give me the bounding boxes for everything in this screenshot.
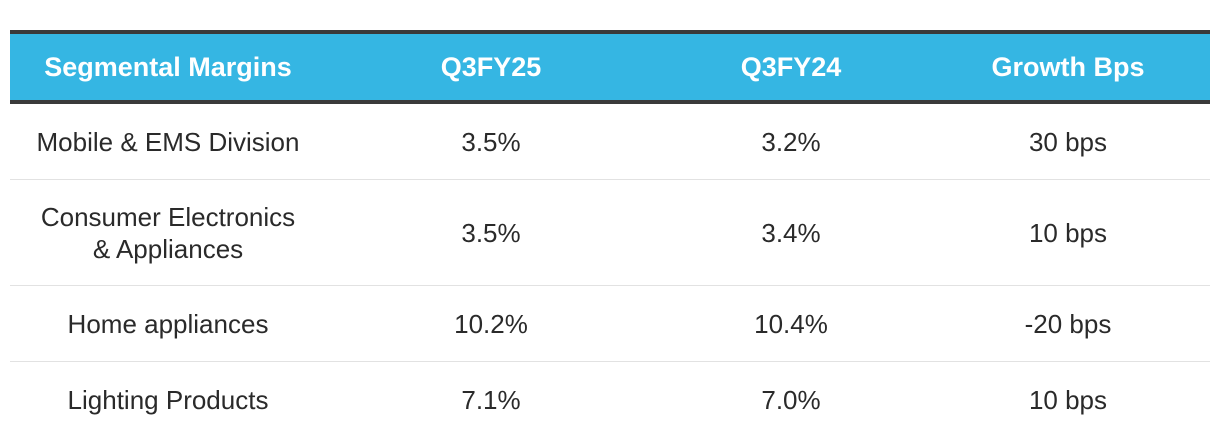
q3fy25-cell: 10.2% xyxy=(454,308,528,339)
segment-name-cell: Lighting Products xyxy=(67,384,269,415)
q3fy25-cell: 3.5% xyxy=(461,126,521,157)
table-row: Lighting Products 7.1% 7.0% 10 bps xyxy=(10,362,1210,437)
q3fy24-cell: 7.0% xyxy=(761,384,821,415)
header-growth-bps: Growth Bps xyxy=(991,51,1145,82)
table-top-rule xyxy=(10,30,1210,34)
segmental-margins-table: Segmental Margins Q3FY25 Q3FY24 Growth B… xyxy=(10,30,1210,437)
q3fy25-cell: 7.1% xyxy=(461,384,521,415)
segment-name-cell: Home appliances xyxy=(67,308,269,339)
q3fy24-cell: 10.4% xyxy=(754,308,828,339)
segment-name-cell: Mobile & EMS Division xyxy=(36,126,300,157)
table-row: Home appliances 10.2% 10.4% -20 bps xyxy=(10,286,1210,362)
q3fy25-cell: 3.5% xyxy=(461,217,521,248)
segment-name-cell: Consumer Electronics & Appliances xyxy=(40,201,296,264)
header-q3fy24: Q3FY24 xyxy=(740,51,842,82)
table-row: Mobile & EMS Division 3.5% 3.2% 30 bps xyxy=(10,104,1210,180)
growth-bps-cell: 30 bps xyxy=(1028,126,1108,157)
header-segment: Segmental Margins xyxy=(44,51,292,82)
growth-bps-cell: -20 bps xyxy=(1024,308,1112,339)
header-q3fy25: Q3FY25 xyxy=(440,51,542,82)
growth-bps-cell: 10 bps xyxy=(1028,384,1108,415)
q3fy24-cell: 3.4% xyxy=(761,217,821,248)
growth-bps-cell: 10 bps xyxy=(1028,217,1108,248)
table-header-row: Segmental Margins Q3FY25 Q3FY24 Growth B… xyxy=(10,34,1210,104)
table-row: Consumer Electronics & Appliances 3.5% 3… xyxy=(10,180,1210,286)
q3fy24-cell: 3.2% xyxy=(761,126,821,157)
